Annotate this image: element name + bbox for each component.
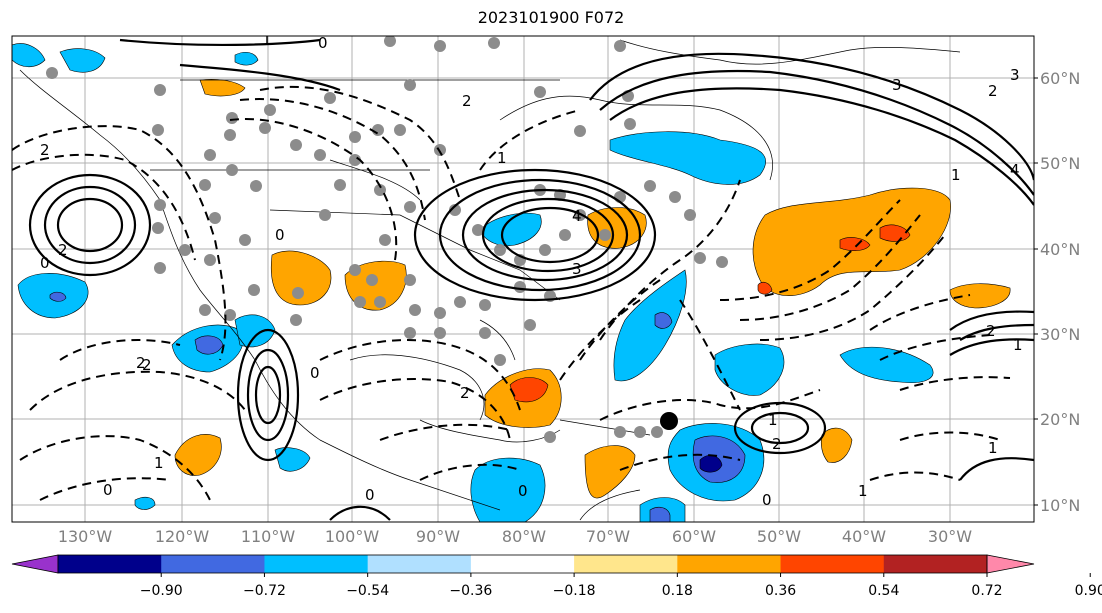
lon-label: 30°W: [928, 527, 972, 546]
lat-label: 10°N: [1040, 496, 1080, 515]
lon-label: 130°W: [58, 527, 113, 546]
lat-label: 30°N: [1040, 325, 1080, 344]
colorbar-tick-label: 0.36: [765, 583, 796, 599]
contour-label: 2: [460, 384, 470, 402]
colorbar-segment: [883, 555, 988, 573]
colorbar-tick-label: −0.90: [140, 583, 183, 599]
colorbar-tick-label: −0.54: [346, 583, 389, 599]
lon-label: 80°W: [502, 527, 546, 546]
contour-label: 1: [858, 482, 868, 500]
latitude-labels: 60°N 50°N 40°N 30°N 20°N 10°N: [1034, 69, 1080, 515]
contour-label: 0: [318, 34, 328, 52]
contour-label: 2: [988, 82, 998, 100]
colorbar-segment: [161, 555, 265, 573]
contour-label: 2: [986, 322, 996, 340]
lon-label: 120°W: [155, 527, 210, 546]
lat-label: 20°N: [1040, 410, 1080, 429]
contour-label: 4: [1010, 161, 1020, 179]
lon-label: 100°W: [325, 527, 380, 546]
colorbar-extend-low: [11, 554, 59, 574]
coastlines: [19, 39, 961, 521]
lon-label: 60°W: [672, 527, 716, 546]
lon-label: 40°W: [842, 527, 886, 546]
colorbar-segment: [470, 555, 575, 573]
colorbar-tick-label: −0.36: [449, 583, 492, 599]
contour-label: 1: [497, 149, 507, 167]
contour-label: 2: [136, 354, 146, 372]
solid-contours: [28, 38, 1034, 521]
lon-label: 90°W: [416, 527, 460, 546]
map-title: 2023101900 F072: [477, 8, 625, 27]
contour-label: 0: [762, 491, 772, 509]
contour-label: 0: [40, 254, 50, 272]
contour-label: 1: [1013, 336, 1023, 354]
colorbar-outline: [57, 554, 988, 574]
contour-label: 0: [518, 482, 528, 500]
location-marker: [660, 412, 678, 430]
lat-label: 50°N: [1040, 154, 1080, 173]
contour-label: 3: [1010, 66, 1020, 84]
contour-label: 0: [275, 226, 285, 244]
dashed-contours: [12, 85, 1011, 501]
contour-label: 2: [40, 141, 50, 159]
contour-label: 0: [310, 364, 320, 382]
colorbar-segment: [677, 555, 782, 573]
contour-label: 3: [572, 260, 582, 278]
contour-label: 3: [892, 76, 902, 94]
lon-label: 70°W: [586, 527, 630, 546]
contour-label: 0: [365, 486, 375, 504]
lat-label: 40°N: [1040, 240, 1080, 259]
lon-label: 50°W: [757, 527, 801, 546]
lon-label: 110°W: [241, 527, 296, 546]
colorbar-segment: [367, 555, 472, 573]
colorbar-tick-label: 0.18: [662, 583, 693, 599]
colorbar-segment: [574, 555, 678, 573]
contour-label: 1: [988, 439, 998, 457]
colorbar-segment: [264, 555, 369, 573]
map-content: 0 2 1 3 2 0 4 3 2 3 4 1 2 0 1 2 0 1 2 0 …: [12, 31, 1034, 522]
map-frame: [11, 35, 1035, 523]
colorbar-tick-label: 0.54: [868, 583, 899, 599]
lat-label: 60°N: [1040, 69, 1080, 88]
contour-label: 1: [262, 31, 272, 49]
colorbar-tick-label: −0.72: [243, 583, 286, 599]
contour-label: 2: [462, 92, 472, 110]
colorbar-tick-label: 0.72: [971, 583, 1002, 599]
longitude-labels: 130°W 120°W 110°W 100°W 90°W 80°W 70°W 6…: [58, 527, 972, 546]
colorbar-tick-label: 0.90: [1075, 583, 1102, 599]
contour-label: 4: [572, 207, 582, 225]
contour-label: 1: [768, 411, 778, 429]
contour-label: 2: [58, 241, 68, 259]
colorbar-segment: [58, 555, 162, 573]
contour-label: 0: [103, 481, 113, 499]
colorbar-extend-high: [986, 554, 1035, 574]
contour-label: 1: [951, 166, 961, 184]
colorbar-tick-label: −0.18: [553, 583, 596, 599]
colorbar-segment: [780, 555, 885, 573]
contour-label: 2: [142, 356, 152, 374]
contour-labels: 0 2 1 3 2 0 4 3 2 3 4 1 2 0 1 2 0 1 2 0 …: [40, 31, 1023, 509]
station-markers: [46, 36, 728, 443]
contour-label: 2: [772, 435, 782, 453]
colorbar: −0.90 −0.72 −0.54 −0.36 −0.18 0.18 0.36 0.54 0.7…: [11, 554, 1102, 599]
contour-label: 1: [154, 454, 164, 472]
